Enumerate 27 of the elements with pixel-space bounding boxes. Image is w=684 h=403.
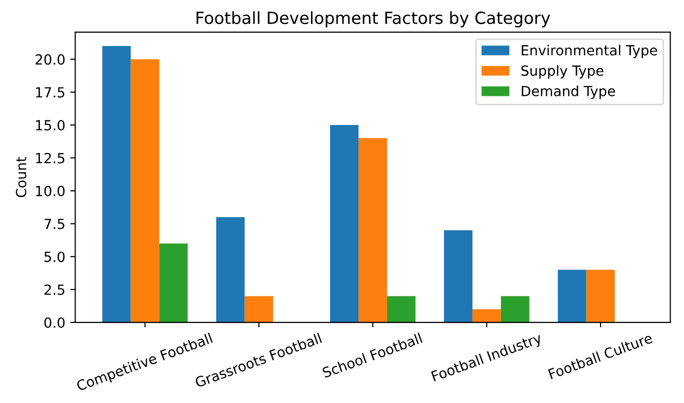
bar bbox=[130, 59, 160, 322]
bar bbox=[358, 138, 388, 322]
bar bbox=[586, 270, 615, 322]
legend-label: Supply Type bbox=[521, 65, 604, 79]
bar bbox=[159, 243, 188, 322]
legend-label: Environmental Type bbox=[522, 44, 658, 58]
chart-title: Football Development Factors by Category bbox=[196, 11, 550, 28]
bar bbox=[558, 270, 586, 322]
y-tick-label: 15.0 bbox=[36, 120, 65, 130]
y-tick-label: 20.0 bbox=[36, 54, 65, 65]
bar bbox=[216, 217, 245, 322]
bar bbox=[330, 125, 359, 322]
y-axis-title: Count bbox=[16, 157, 26, 198]
bar bbox=[387, 296, 416, 322]
y-tick-label: 2.5 bbox=[44, 284, 64, 295]
bar bbox=[500, 296, 530, 322]
y-tick-label: 7.5 bbox=[44, 218, 64, 230]
bar bbox=[244, 296, 274, 322]
y-tick-label: 17.5 bbox=[36, 87, 64, 98]
y-tick-label: 12.5 bbox=[36, 152, 64, 164]
y-tick-label: 0.0 bbox=[44, 317, 65, 328]
bar bbox=[444, 230, 472, 322]
bar bbox=[102, 46, 131, 322]
bar bbox=[472, 309, 501, 322]
y-tick-label: 10.0 bbox=[36, 186, 65, 196]
y-tick-label: 5.0 bbox=[44, 252, 65, 262]
legend-label: Demand Type bbox=[522, 86, 615, 99]
